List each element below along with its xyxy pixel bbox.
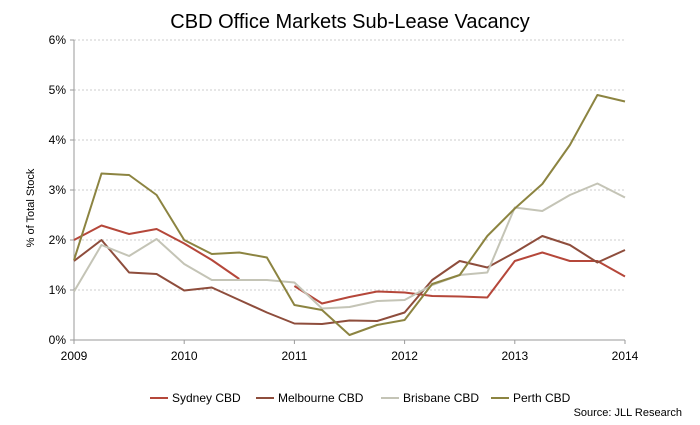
legend: Sydney CBD Melbourne CBD Brisbane CBD Perth…	[150, 391, 571, 405]
x-tick-label: 2012	[391, 349, 418, 363]
chart-title: CBD Office Markets Sub-Lease Vacancy	[170, 11, 529, 33]
series-line-melbourne-cbd	[73, 235, 626, 325]
x-tick-label: 2013	[501, 349, 528, 363]
y-tick-label: 6%	[49, 33, 67, 47]
y-tick-label: 1%	[49, 283, 67, 297]
y-tick-label: 5%	[49, 83, 67, 97]
series-lines	[73, 94, 626, 336]
y-tick-label: 2%	[49, 233, 67, 247]
y-axis-ticks: 0% 1% 2% 3% 4% 5% 6%	[49, 33, 74, 347]
y-tick-label: 0%	[49, 333, 67, 347]
x-tick-label: 2010	[171, 349, 198, 363]
y-tick-label: 4%	[49, 133, 67, 147]
legend-label-sydney-cbd: Sydney CBD	[172, 391, 241, 405]
series-line-brisbane-cbd	[73, 182, 626, 310]
y-axis-label: % of Total Stock	[25, 168, 37, 247]
series-line-perth-cbd	[73, 94, 626, 336]
legend-label-perth-cbd: Perth CBD	[513, 391, 571, 405]
x-tick-label: 2014	[612, 349, 639, 363]
legend-label-brisbane-cbd: Brisbane CBD	[403, 391, 479, 405]
series-line-sydney-cbd	[73, 224, 626, 305]
source-note: Source: JLL Research	[574, 407, 682, 419]
y-tick-label: 3%	[49, 183, 67, 197]
x-tick-label: 2011	[281, 349, 307, 363]
legend-label-melbourne-cbd: Melbourne CBD	[278, 391, 364, 405]
x-axis-ticks: 2009 2010 2011 2012 2013 2014	[61, 340, 639, 363]
x-tick-label: 2009	[61, 349, 88, 363]
